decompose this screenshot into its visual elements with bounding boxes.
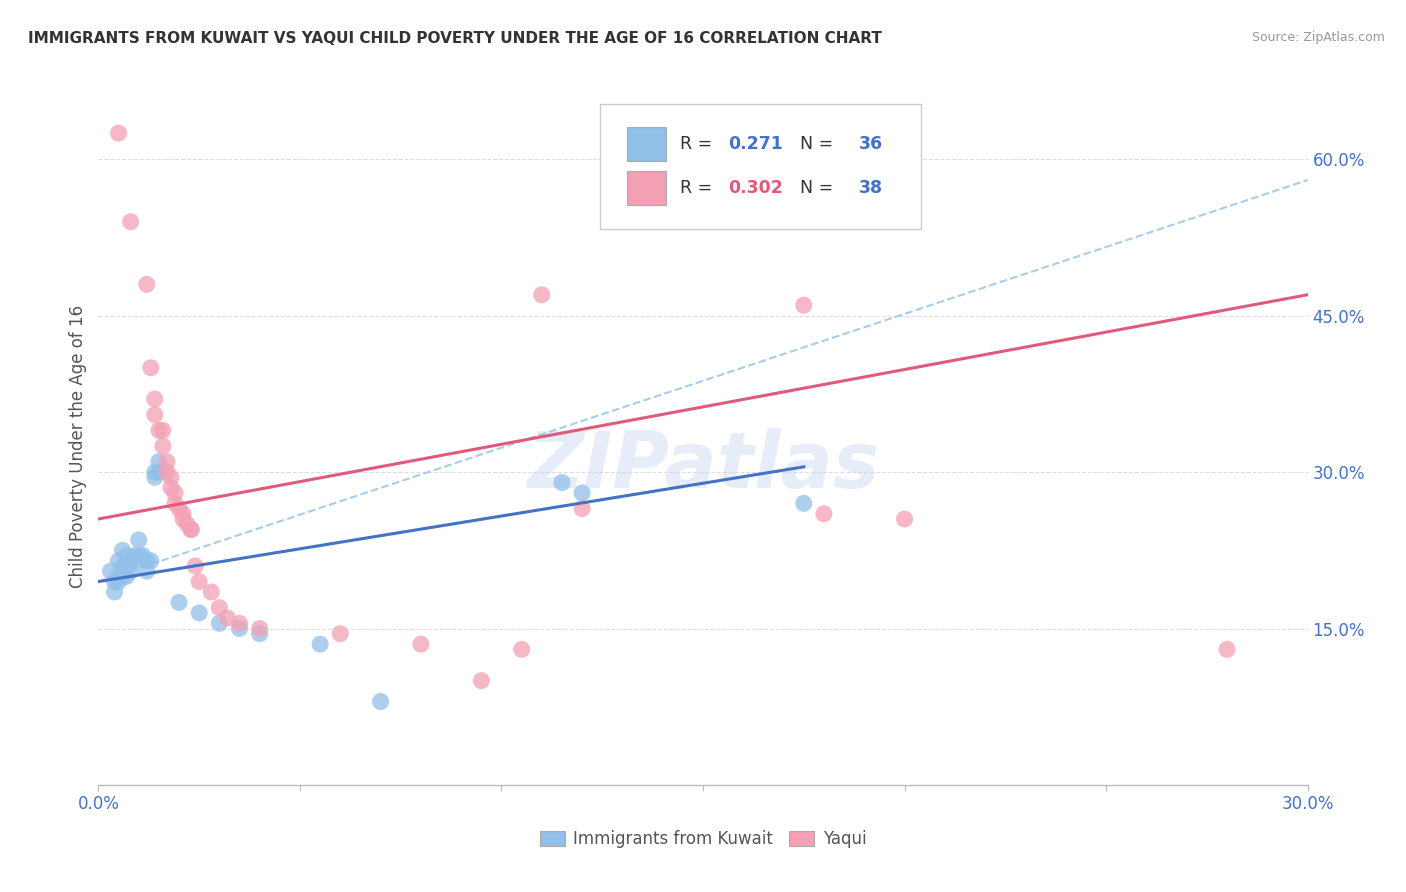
Point	[156, 465, 179, 479]
Point	[100, 564, 122, 578]
Point	[148, 423, 170, 437]
Point	[172, 507, 194, 521]
Text: ZIPatlas: ZIPatlas	[527, 428, 879, 504]
FancyBboxPatch shape	[627, 128, 665, 161]
Point	[143, 465, 166, 479]
Point	[370, 694, 392, 708]
Point	[124, 549, 146, 563]
Point	[530, 287, 553, 301]
Point	[156, 455, 179, 469]
Text: 36: 36	[859, 136, 883, 153]
Point	[813, 507, 835, 521]
Point	[120, 564, 142, 578]
Point	[510, 642, 533, 657]
Point	[249, 622, 271, 636]
Point	[148, 455, 170, 469]
Point	[139, 554, 162, 568]
Point	[180, 523, 202, 537]
Text: Source: ZipAtlas.com: Source: ZipAtlas.com	[1251, 31, 1385, 45]
Point	[135, 564, 157, 578]
Point	[893, 512, 915, 526]
Point	[111, 569, 134, 583]
Text: R =: R =	[681, 179, 718, 197]
Point	[111, 558, 134, 573]
Legend: Immigrants from Kuwait, Yaqui: Immigrants from Kuwait, Yaqui	[533, 823, 873, 855]
Point	[120, 215, 142, 229]
Point	[103, 574, 125, 589]
Point	[115, 549, 138, 563]
Point	[139, 360, 162, 375]
Point	[228, 616, 250, 631]
Point	[103, 585, 125, 599]
Point	[128, 533, 150, 547]
Point	[188, 574, 211, 589]
Point	[200, 585, 222, 599]
Point	[571, 486, 593, 500]
Point	[793, 298, 815, 312]
Point	[571, 501, 593, 516]
Point	[143, 408, 166, 422]
Point	[409, 637, 432, 651]
Point	[470, 673, 492, 688]
Point	[329, 626, 352, 640]
Point	[228, 622, 250, 636]
Point	[107, 554, 129, 568]
Point	[163, 486, 186, 500]
Point	[135, 554, 157, 568]
Point	[167, 501, 190, 516]
Point	[184, 558, 207, 573]
Text: N =: N =	[789, 136, 838, 153]
Point	[160, 470, 183, 484]
Point	[188, 606, 211, 620]
Text: 38: 38	[859, 179, 883, 197]
Point	[167, 595, 190, 609]
Text: N =: N =	[789, 179, 838, 197]
Point	[143, 470, 166, 484]
Point	[107, 574, 129, 589]
Point	[551, 475, 574, 490]
Point	[152, 423, 174, 437]
Point	[249, 626, 271, 640]
FancyBboxPatch shape	[627, 171, 665, 205]
Point	[135, 277, 157, 292]
Text: 0.302: 0.302	[728, 179, 783, 197]
Point	[107, 569, 129, 583]
Point	[132, 549, 155, 563]
Point	[208, 600, 231, 615]
FancyBboxPatch shape	[600, 103, 921, 229]
Point	[163, 496, 186, 510]
Point	[160, 481, 183, 495]
Point	[309, 637, 332, 651]
Point	[143, 392, 166, 406]
Point	[176, 517, 198, 532]
Text: 0.271: 0.271	[728, 136, 783, 153]
Point	[148, 465, 170, 479]
Point	[111, 543, 134, 558]
Point	[208, 616, 231, 631]
Point	[1216, 642, 1239, 657]
Point	[172, 512, 194, 526]
Point	[128, 549, 150, 563]
Y-axis label: Child Poverty Under the Age of 16: Child Poverty Under the Age of 16	[69, 304, 87, 588]
Text: R =: R =	[681, 136, 718, 153]
Point	[115, 558, 138, 573]
Point	[124, 554, 146, 568]
Point	[152, 439, 174, 453]
Point	[120, 554, 142, 568]
Point	[793, 496, 815, 510]
Point	[107, 126, 129, 140]
Point	[180, 523, 202, 537]
Text: IMMIGRANTS FROM KUWAIT VS YAQUI CHILD POVERTY UNDER THE AGE OF 16 CORRELATION CH: IMMIGRANTS FROM KUWAIT VS YAQUI CHILD PO…	[28, 31, 882, 46]
Point	[115, 569, 138, 583]
Point	[217, 611, 239, 625]
